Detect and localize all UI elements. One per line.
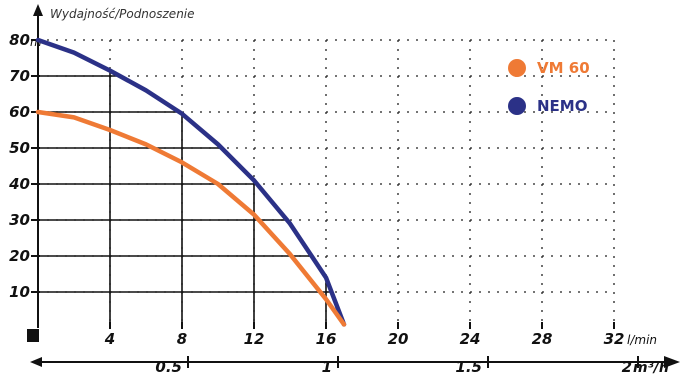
y-tick-label: 40 (8, 175, 30, 193)
y-axis-unit: m (30, 35, 42, 49)
x2-axis-arrow (664, 356, 680, 368)
x-axis-unit: l/min (627, 333, 657, 347)
y-tick-label: 10 (9, 283, 30, 301)
y-ticks: 10 20 30 40 50 60 70 80 (8, 31, 40, 301)
y-tick-label: 60 (9, 103, 30, 121)
x2-tick-label: 2 (622, 358, 632, 376)
series (35, 37, 347, 327)
x2-ticks: 0.5 1 1.5 2 (155, 356, 639, 376)
x-tick-label: 8 (177, 330, 187, 348)
legend-label: VM 60 (537, 59, 590, 77)
series-line-nemo (35, 37, 347, 327)
origin-marker (27, 329, 39, 342)
legend-swatch (508, 59, 526, 77)
x-tick-label: 4 (104, 330, 115, 348)
legend-swatch (508, 97, 526, 115)
x-tick-label: 16 (316, 330, 337, 348)
legend: VM 60 NEMO (508, 59, 590, 115)
y-tick-label: 20 (9, 247, 30, 265)
y-tick-label: 80 (9, 31, 30, 49)
y-axis-title: Wydajność/Podnoszenie (50, 7, 195, 21)
x-tick-label: 20 (388, 330, 409, 348)
series-line-vm-60 (35, 109, 347, 327)
x-tick-label: 32 (604, 330, 625, 348)
y-tick-label: 50 (9, 139, 30, 157)
legend-label: NEMO (537, 97, 587, 115)
y-tick-label: 70 (9, 67, 30, 85)
x2-axis-unit: m³/h (633, 360, 669, 376)
x2-tick-label: 1 (322, 358, 332, 376)
x-tick-label: 28 (532, 330, 553, 348)
x-ticks: 4 8 12 16 20 24 28 32 (104, 322, 625, 348)
grid (38, 39, 615, 328)
y-axis-arrow (33, 4, 43, 16)
x-tick-label: 12 (244, 330, 265, 348)
x2-tick-label: 1.5 (455, 358, 482, 376)
x-tick-label: 24 (460, 330, 481, 348)
axes: Wydajność/Podnoszenie m l/min m³/h (27, 4, 680, 376)
y-tick-label: 30 (9, 211, 30, 229)
x2-axis-arrow-left (30, 357, 42, 367)
x2-tick-label: 0.5 (155, 358, 182, 376)
